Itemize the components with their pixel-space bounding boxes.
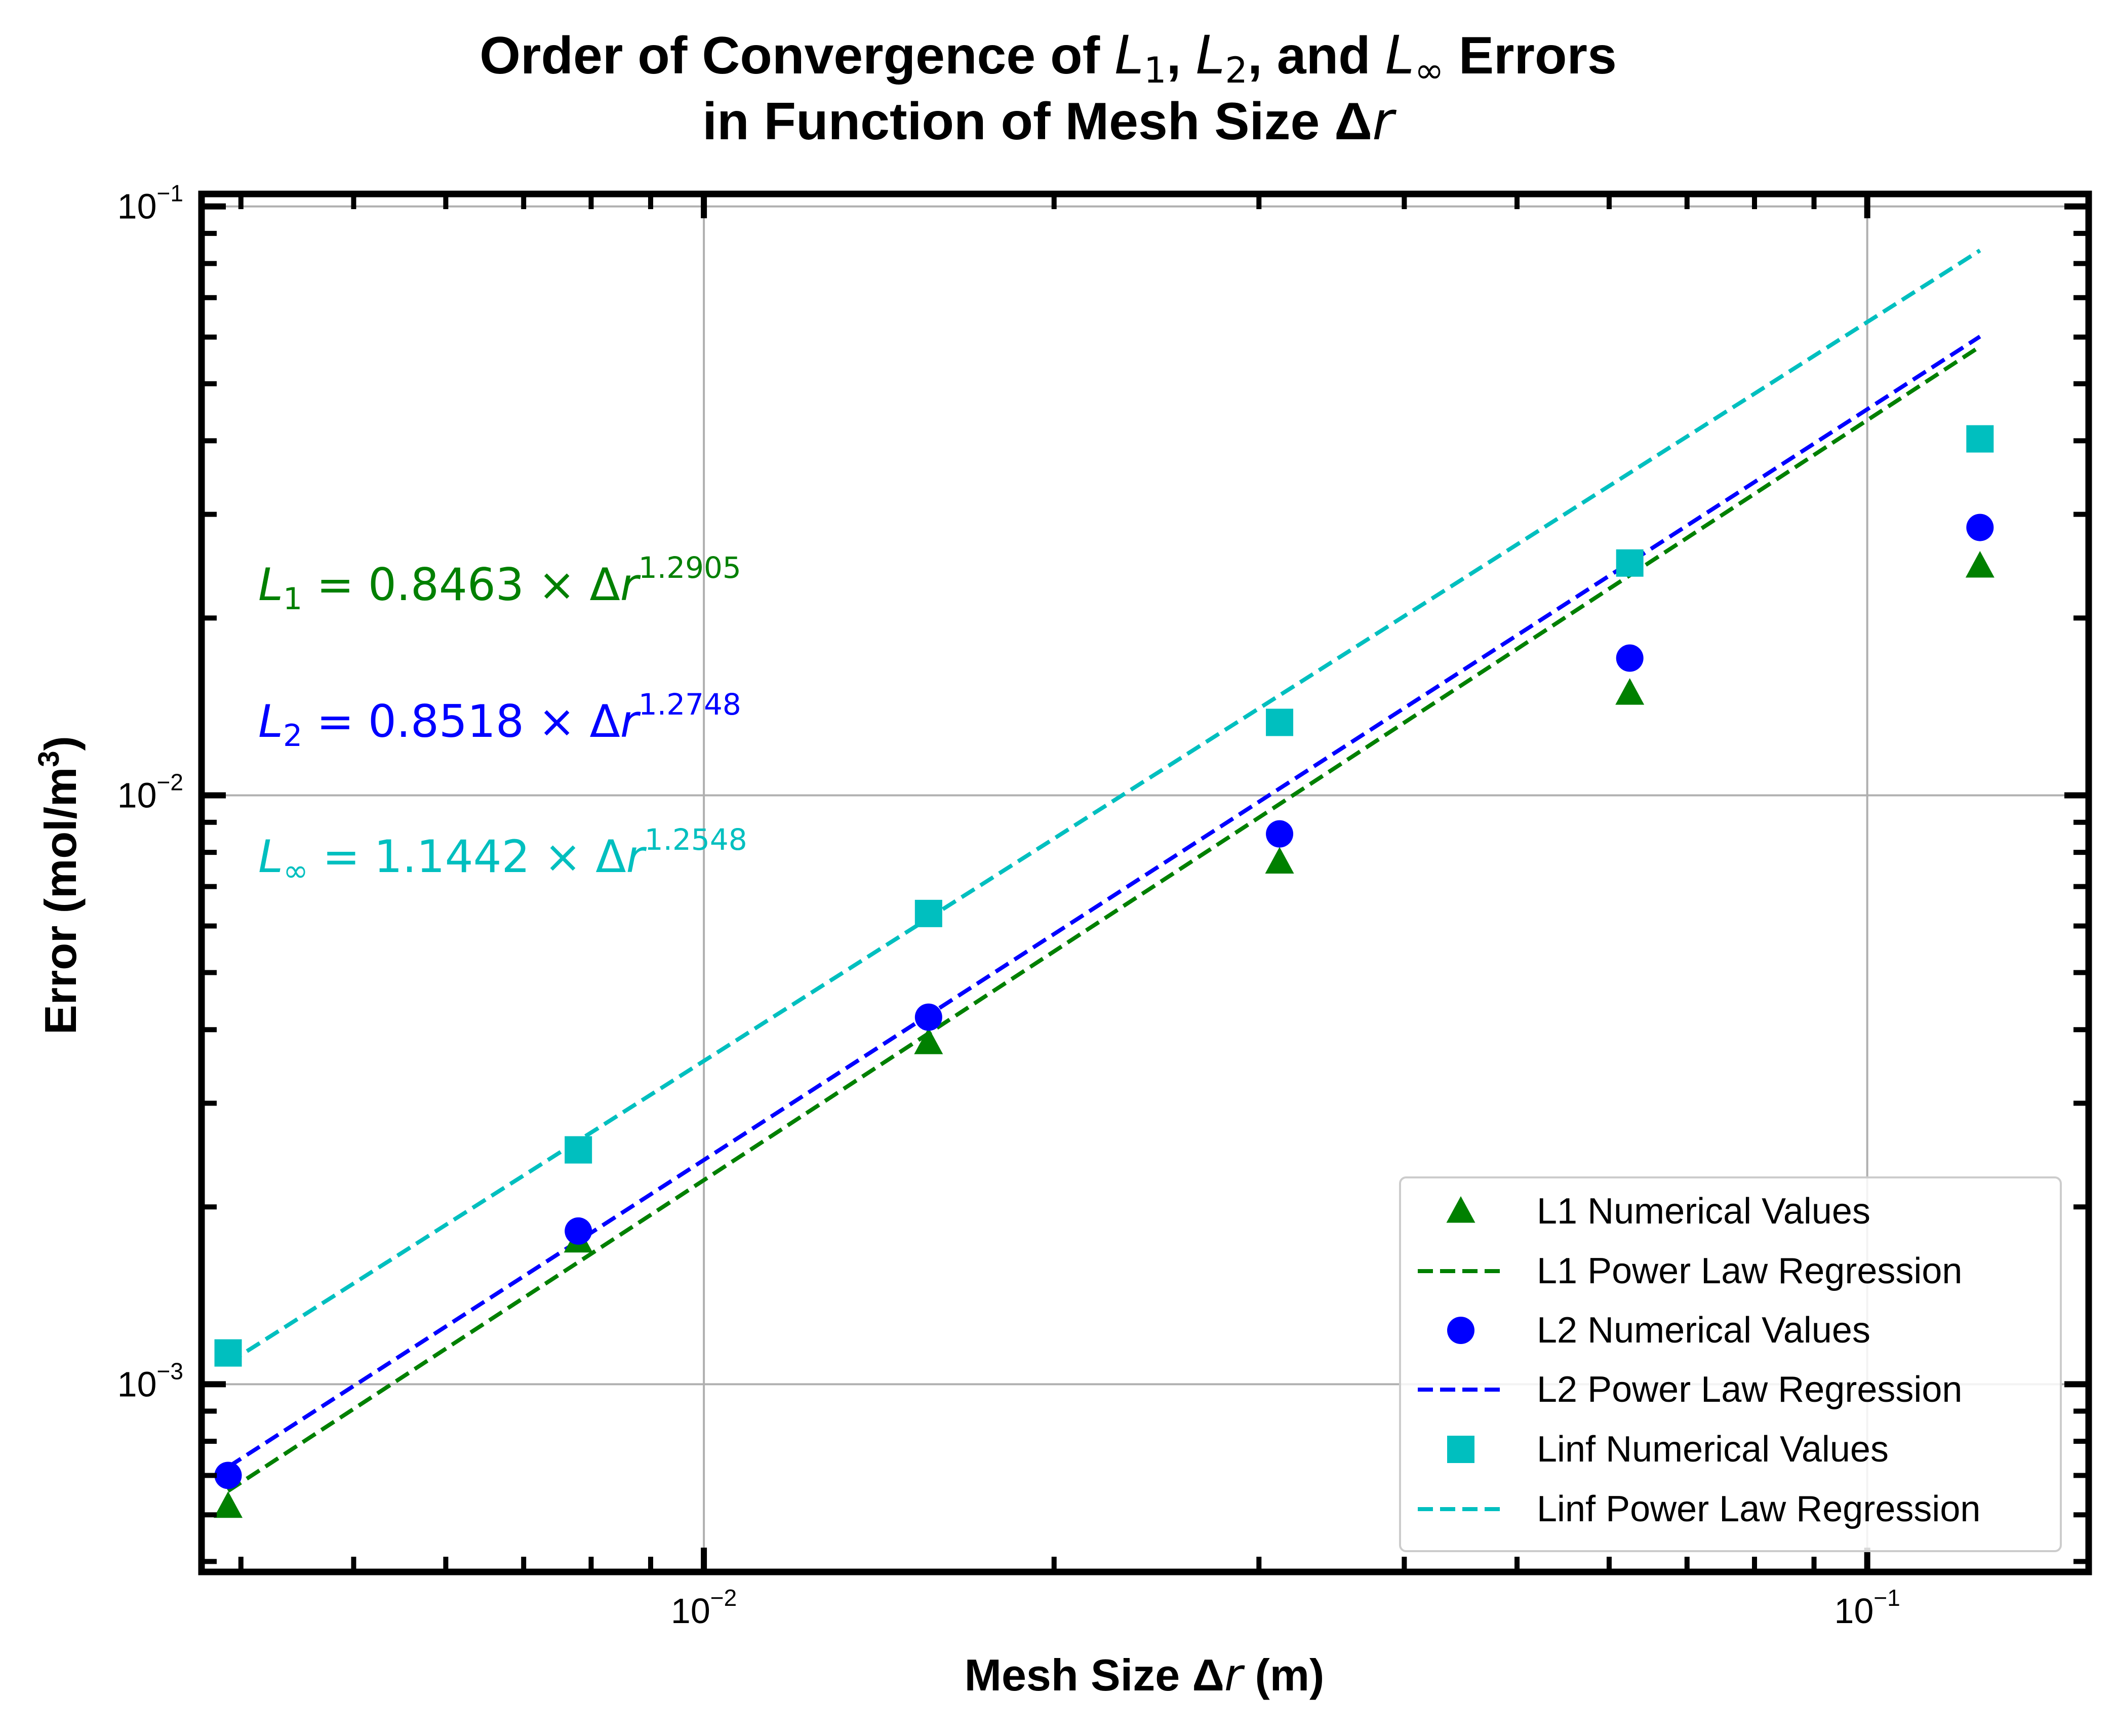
marker-circle-2-0 (214, 1462, 242, 1489)
legend: L1 Numerical Values L1 Power Law Regressi… (1399, 1176, 2062, 1552)
chart-title-line1: Order of Convergence of L1, L2, and L∞ E… (480, 24, 1617, 91)
marker-circle-2-1 (565, 1217, 592, 1245)
marker-square-3-2 (914, 899, 942, 927)
regression-lines (227, 249, 1981, 1493)
y-tick-label-1: 10−2 (117, 769, 183, 815)
regression-line-2 (227, 335, 1981, 1469)
fit-equations: L1 = 0.8463 × Δr1.2905 L2 = 0.8518 × Δr1.… (258, 550, 747, 889)
marker-circle-2-2 (914, 1003, 942, 1031)
legend-marker-2 (1447, 1317, 1474, 1344)
fit-equation-3: L∞ = 1.1442 × Δr1.2548 (258, 822, 747, 889)
regression-line-1 (227, 344, 1981, 1493)
legend-label-fit-1: L1 Power Law Regression (1537, 1251, 1962, 1291)
axis-tick-labels: 10−2 10−1 10−3 10−2 10−1 (117, 180, 1900, 1631)
fit-equation-2: L2 = 0.8518 × Δr1.2748 (258, 687, 741, 754)
marker-square-3-4 (1616, 549, 1644, 577)
fit-equation-1: L1 = 0.8463 × Δr1.2905 (258, 550, 741, 617)
legend-label-fit-3: Linf Power Law Regression (1537, 1489, 1980, 1529)
x-tick-label-1: 10−1 (1834, 1585, 1900, 1631)
chart-title-line2: in Function of Mesh Size Δr (702, 90, 1397, 152)
marker-square-3-1 (565, 1136, 592, 1164)
marker-triangle-1-0 (214, 1491, 243, 1518)
marker-triangle-1-4 (1615, 678, 1645, 705)
legend-box (1399, 1176, 2062, 1552)
marker-circle-2-4 (1616, 644, 1644, 672)
data-markers (214, 425, 1994, 1518)
marker-triangle-1-5 (1965, 550, 1994, 578)
marker-circle-2-3 (1266, 820, 1294, 848)
y-axis-label: Error (mol/m3) (32, 736, 86, 1035)
regression-line-3 (227, 249, 1981, 1365)
x-tick-label-0: 10−2 (671, 1585, 737, 1631)
y-tick-label-0: 10−3 (117, 1358, 183, 1404)
legend-marker-3 (1447, 1436, 1474, 1463)
plot-frame (198, 190, 2092, 1575)
legend-label-fit-2: L2 Power Law Regression (1537, 1369, 1962, 1410)
marker-triangle-1-3 (1265, 847, 1294, 874)
marker-square-3-3 (1266, 708, 1294, 736)
x-axis-label: Mesh Size Δr (m) (965, 1649, 1325, 1701)
marker-square-3-5 (1966, 425, 1994, 453)
legend-marker-1 (1446, 1196, 1475, 1223)
legend-label-values-2: L2 Numerical Values (1537, 1310, 1870, 1351)
marker-circle-2-5 (1966, 514, 1994, 541)
legend-label-values-1: L1 Numerical Values (1537, 1191, 1870, 1232)
marker-triangle-1-2 (914, 1028, 943, 1054)
legend-label-values-3: Linf Numerical Values (1537, 1429, 1889, 1470)
marker-square-3-0 (214, 1339, 242, 1367)
y-tick-label-2: 10−1 (117, 180, 183, 226)
